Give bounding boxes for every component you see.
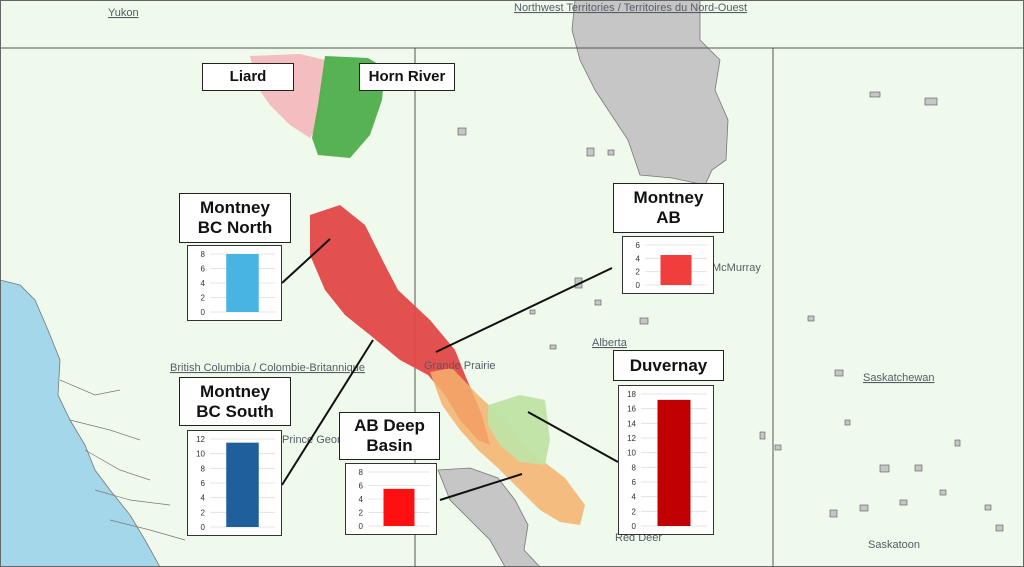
label-grande-prairie: Grande Prairie: [424, 360, 496, 372]
y-tick-label: 6: [632, 478, 637, 487]
y-tick-label: 0: [359, 522, 364, 531]
y-tick-label: 6: [636, 241, 641, 250]
y-tick-label: 12: [196, 435, 205, 444]
bar-chart-svg: 0 2 4 6 8 10 12 14 16 18: [627, 390, 707, 531]
y-tick-label: 2: [636, 268, 641, 277]
callout-montney-bc-north: Montney BC North: [179, 193, 291, 243]
y-tick-label: 2: [201, 508, 206, 517]
label-yukon: Yukon: [108, 7, 139, 19]
y-tick-label: 14: [627, 419, 636, 428]
bar-chart-svg: 0 2 4 6 8: [201, 250, 275, 317]
y-tick-label: 12: [627, 434, 636, 443]
y-tick-label: 2: [201, 294, 206, 303]
chart-duvernay: 0 2 4 6 8 10 12 14 16 18: [618, 385, 714, 535]
callout-montney-bc-south: Montney BC South: [179, 377, 291, 426]
pacific-ocean: [0, 279, 161, 567]
y-tick-label: 8: [201, 250, 206, 259]
callout-ab-deep-basin: AB Deep Basin: [339, 412, 440, 460]
y-tick-label: 4: [632, 493, 637, 502]
label-red-deer: Red Deer: [615, 532, 662, 544]
y-tick-label: 10: [196, 450, 205, 459]
bar: [657, 399, 691, 526]
leader-montney-ab: [435, 267, 613, 353]
leader-montney-bc-north: [281, 238, 331, 284]
y-tick-label: 18: [627, 390, 636, 399]
label-mcmurray: McMurray: [712, 262, 761, 274]
callout-horn-river: Horn River: [359, 63, 455, 91]
y-tick-label: 4: [636, 254, 641, 263]
y-tick-label: 0: [636, 281, 641, 290]
callout-duvernay: Duvernay: [613, 350, 724, 381]
y-tick-label: 0: [201, 308, 206, 317]
y-tick-label: 2: [359, 509, 364, 518]
chart-montney-bc-south: 0 2 4 6 8 10 12: [187, 430, 282, 536]
y-tick-label: 8: [632, 463, 637, 472]
y-tick-label: 0: [201, 523, 206, 532]
bar-chart-svg: 0 2 4 6 8: [359, 468, 430, 531]
y-tick-label: 8: [201, 464, 206, 473]
bar-chart-svg: 0 2 4 6: [636, 241, 707, 290]
leader-ab-deep-basin: [439, 473, 523, 501]
bar: [383, 488, 415, 526]
callout-liard: Liard: [202, 63, 294, 91]
leader-duvernay: [527, 411, 619, 463]
y-tick-label: 10: [627, 449, 636, 458]
y-tick-label: 2: [632, 507, 637, 516]
y-tick-label: 16: [627, 405, 636, 414]
bar-chart-svg: 0 2 4 6 8 10 12: [196, 435, 275, 532]
y-tick-label: 6: [359, 482, 364, 491]
label-nwt: Northwest Territories / Territoires du N…: [514, 2, 747, 14]
label-alberta: Alberta: [592, 337, 628, 349]
duvernay-play: [488, 395, 550, 465]
nwt-region: [571, 0, 729, 186]
leader-lines: [281, 238, 619, 501]
chart-montney-bc-north: 0 2 4 6 8: [187, 245, 282, 321]
label-bc: British Columbia / Colombie-Britannique: [170, 362, 365, 374]
coastline-inlets: [59, 379, 186, 541]
label-prince-george: Prince Geor: [282, 434, 341, 446]
bar: [226, 442, 259, 527]
bar: [660, 255, 692, 285]
y-tick-label: 0: [632, 522, 637, 531]
callout-montney-ab: Montney AB: [613, 183, 724, 233]
chart-ab-deep-basin: 0 2 4 6 8: [345, 463, 437, 535]
leader-montney-bc-south: [281, 339, 374, 486]
y-tick-label: 4: [201, 494, 206, 503]
y-tick-label: 6: [201, 479, 206, 488]
y-tick-label: 4: [359, 495, 364, 504]
label-saskatchewan: Saskatchewan: [863, 372, 935, 384]
y-tick-label: 8: [359, 468, 364, 477]
y-tick-label: 4: [201, 279, 206, 288]
label-saskatoon: Saskatoon: [868, 539, 920, 551]
bar: [226, 254, 259, 312]
chart-montney-ab: 0 2 4 6: [622, 236, 714, 294]
y-tick-label: 6: [201, 265, 206, 274]
lakes: [457, 91, 1004, 532]
